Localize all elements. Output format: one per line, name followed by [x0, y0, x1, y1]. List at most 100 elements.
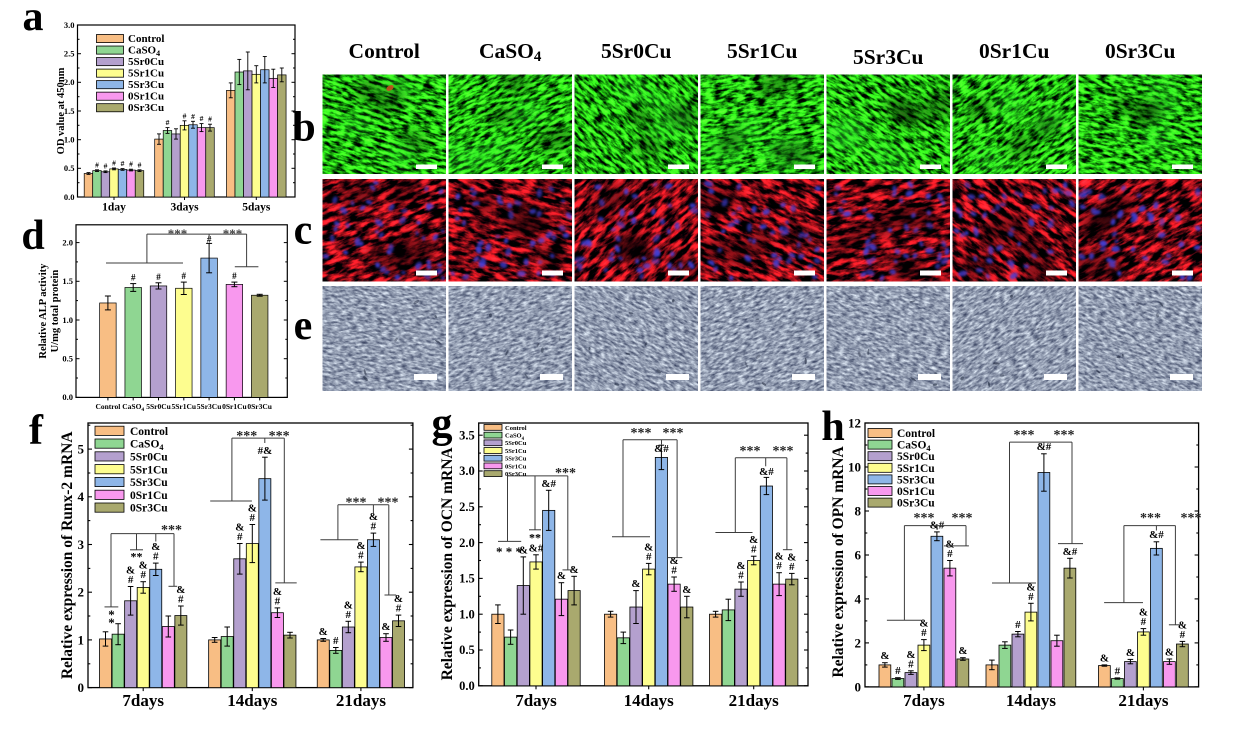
svg-text:0Sr3Cu: 0Sr3Cu: [505, 471, 527, 478]
svg-text:Control: Control: [128, 33, 164, 45]
svg-text:#: #: [671, 565, 677, 577]
svg-text:0: 0: [78, 680, 85, 695]
svg-text:21days: 21days: [729, 691, 779, 710]
svg-text:#: #: [396, 603, 402, 615]
svg-text:#: #: [128, 574, 134, 586]
svg-text:&#: &#: [529, 542, 544, 554]
svg-text:1.5: 1.5: [64, 106, 75, 116]
svg-text:6: 6: [855, 547, 862, 562]
svg-text:3: 3: [78, 537, 85, 552]
svg-text:4: 4: [855, 591, 862, 606]
svg-text:5Sr1Cu: 5Sr1Cu: [727, 39, 798, 63]
svg-text:&: &: [682, 584, 691, 596]
svg-text:0Sr1Cu: 0Sr1Cu: [222, 402, 247, 411]
svg-text:0.0: 0.0: [62, 392, 73, 402]
svg-text:#: #: [358, 550, 364, 562]
svg-text:*: *: [108, 607, 115, 622]
svg-text:#: #: [191, 112, 195, 121]
svg-text:***: ***: [346, 496, 367, 511]
svg-text:d: d: [21, 213, 44, 259]
svg-text:12: 12: [848, 415, 861, 430]
svg-text:&#: &#: [759, 466, 774, 478]
svg-text:*: *: [108, 615, 115, 630]
svg-text:1.0: 1.0: [64, 135, 75, 145]
svg-text:***: ***: [631, 426, 652, 441]
svg-text:2.0: 2.0: [62, 237, 73, 247]
svg-text:&: &: [945, 539, 954, 551]
svg-text:5Sr1Cu: 5Sr1Cu: [128, 68, 164, 80]
svg-text:#: #: [183, 111, 187, 120]
svg-text:0Sr3Cu: 0Sr3Cu: [247, 402, 272, 411]
svg-text:21days: 21days: [1118, 691, 1168, 710]
svg-text:CaSO4: CaSO4: [122, 402, 144, 413]
svg-text:#: #: [921, 627, 927, 639]
svg-text:&#: &#: [1149, 529, 1164, 541]
svg-text:&: &: [906, 649, 915, 661]
svg-text:5Sr1Cu: 5Sr1Cu: [172, 402, 197, 411]
svg-text:0.0: 0.0: [459, 679, 475, 693]
svg-text:**: **: [131, 550, 143, 564]
svg-text:0Sr1Cu: 0Sr1Cu: [505, 463, 527, 470]
svg-text:#: #: [646, 551, 652, 563]
svg-text:g: g: [432, 401, 453, 447]
svg-text:#: #: [1115, 665, 1121, 677]
svg-text:***: ***: [378, 496, 399, 511]
svg-text:#: #: [1028, 591, 1034, 603]
svg-text:5Sr3Cu: 5Sr3Cu: [128, 79, 164, 91]
svg-text:&#: &#: [654, 443, 669, 455]
svg-text:&: &: [736, 560, 745, 572]
svg-text:1: 1: [78, 632, 85, 647]
svg-text:1.0: 1.0: [459, 607, 475, 621]
svg-text:&: &: [344, 599, 353, 611]
svg-text:#: #: [166, 118, 170, 127]
svg-text:#: #: [371, 521, 377, 533]
svg-text:&#: &#: [1037, 441, 1052, 453]
svg-text:5Sr1Cu: 5Sr1Cu: [130, 464, 168, 476]
svg-text:5days: 5days: [242, 202, 271, 214]
svg-text:OD value at 450nm: OD value at 450nm: [56, 67, 67, 154]
svg-text:&: &: [176, 584, 185, 596]
svg-text:&: &: [1100, 652, 1109, 664]
svg-text:h: h: [821, 404, 844, 450]
svg-text:Relative expression of OPN mRN: Relative expression of OPN mRNA: [830, 445, 847, 677]
svg-text:7days: 7days: [122, 691, 164, 710]
svg-text:&: &: [1026, 581, 1035, 593]
svg-text:**: **: [529, 531, 541, 545]
svg-text:Control: Control: [95, 402, 120, 411]
svg-text:Control: Control: [130, 426, 168, 438]
svg-text:#: #: [200, 114, 204, 123]
svg-text:#: #: [346, 609, 352, 621]
svg-text:5Sr0Cu: 5Sr0Cu: [130, 452, 168, 464]
svg-text:0: 0: [855, 679, 862, 694]
svg-text:&: &: [1178, 619, 1187, 631]
svg-text:2.5: 2.5: [64, 49, 75, 59]
svg-text:&: &: [139, 560, 148, 572]
svg-text:Control: Control: [897, 428, 935, 440]
svg-text:5Sr0Cu: 5Sr0Cu: [601, 39, 672, 63]
svg-text:5Sr3Cu: 5Sr3Cu: [505, 456, 527, 463]
svg-text:14days: 14days: [1006, 691, 1056, 710]
svg-text:2: 2: [855, 635, 862, 650]
svg-text:CaSO4: CaSO4: [130, 439, 164, 453]
svg-text:#: #: [156, 272, 161, 282]
svg-text:#&: #&: [258, 445, 273, 457]
svg-text:0.5: 0.5: [64, 163, 75, 173]
svg-text:5Sr0Cu: 5Sr0Cu: [897, 451, 935, 463]
svg-text:***: ***: [1014, 428, 1035, 443]
svg-text:#: #: [112, 159, 116, 168]
svg-text:&: &: [369, 511, 378, 523]
svg-text:5Sr0Cu: 5Sr0Cu: [505, 440, 527, 447]
svg-text:#: #: [95, 160, 99, 169]
svg-text:&: &: [1139, 607, 1148, 619]
svg-text:#: #: [140, 569, 146, 581]
svg-text:21days: 21days: [336, 691, 386, 710]
svg-text:3.5: 3.5: [459, 428, 475, 442]
svg-text:&: &: [1126, 647, 1135, 659]
svg-text:&: &: [273, 586, 282, 598]
svg-text:&: &: [319, 626, 328, 638]
svg-text:0Sr1Cu: 0Sr1Cu: [130, 490, 168, 502]
svg-text:&: &: [570, 564, 579, 576]
svg-text:&: &: [670, 555, 679, 567]
svg-text:Relative expression of OCN mRN: Relative expression of OCN mRNA: [439, 447, 456, 681]
svg-text:3days: 3days: [170, 202, 199, 214]
